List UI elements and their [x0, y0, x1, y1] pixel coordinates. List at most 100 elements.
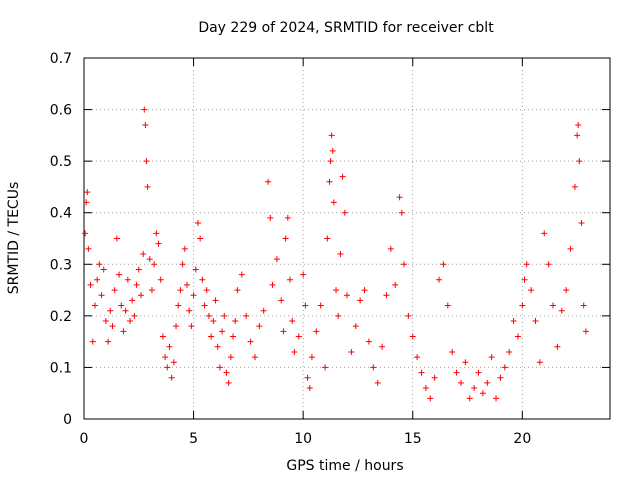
data-point: [295, 333, 302, 340]
data-point: [357, 297, 364, 304]
data-point: [243, 312, 250, 319]
data-point: [205, 312, 212, 319]
data-point: [506, 348, 513, 355]
data-point: [414, 354, 421, 361]
data-point: [335, 312, 342, 319]
data-point: [300, 271, 307, 278]
data-point: [173, 323, 180, 330]
data-point: [370, 364, 377, 371]
data-point: [422, 385, 429, 392]
x-tick-label: 15: [404, 431, 422, 447]
data-point: [140, 250, 147, 257]
data-point: [87, 281, 94, 288]
data-point: [392, 281, 399, 288]
data-point: [418, 369, 425, 376]
data-point: [387, 245, 394, 252]
data-point: [576, 158, 583, 165]
y-axis-label: SRMTID / TECUs: [6, 182, 22, 295]
data-point: [550, 302, 557, 309]
data-point: [153, 230, 160, 237]
data-point: [365, 338, 372, 345]
data-point: [306, 385, 313, 392]
data-point: [471, 385, 478, 392]
data-point: [558, 307, 565, 314]
data-point: [177, 287, 184, 294]
data-point: [528, 287, 535, 294]
data-point: [157, 276, 164, 283]
y-tick-label: 0.1: [50, 360, 72, 376]
data-point: [361, 287, 368, 294]
data-point: [308, 354, 315, 361]
data-point: [501, 364, 508, 371]
data-point: [322, 364, 329, 371]
data-point: [532, 318, 539, 325]
data-point: [109, 323, 116, 330]
data-point: [291, 348, 298, 355]
data-point: [330, 199, 337, 206]
data-point: [168, 374, 175, 381]
data-point: [521, 276, 528, 283]
y-tick-label: 0.3: [50, 257, 72, 273]
data-point: [317, 302, 324, 309]
data-point: [111, 287, 118, 294]
data-point: [536, 359, 543, 366]
data-point: [352, 323, 359, 330]
data-point: [462, 359, 469, 366]
data-point: [326, 178, 333, 185]
x-tick-label: 10: [294, 431, 312, 447]
data-point: [510, 318, 517, 325]
data-point: [398, 209, 405, 216]
data-point: [580, 302, 587, 309]
data-point: [313, 328, 320, 335]
data-point: [113, 235, 120, 242]
x-tick-label: 0: [80, 431, 89, 447]
data-point: [127, 318, 134, 325]
data-point: [328, 132, 335, 139]
data-point: [256, 323, 263, 330]
data-point: [582, 328, 589, 335]
y-tick-label: 0.7: [50, 51, 72, 67]
data-point: [278, 297, 285, 304]
data-point: [333, 287, 340, 294]
data-point: [409, 333, 416, 340]
data-point: [164, 364, 171, 371]
data-point: [91, 302, 98, 309]
data-point: [324, 235, 331, 242]
axis-ticks: 0 0.1 0.2 0.3 0.4 0.5 0.6 0.7 0 5 10 15 20: [50, 51, 610, 447]
data-point: [83, 199, 90, 206]
data-point: [84, 189, 91, 196]
data-point: [234, 287, 241, 294]
data-point: [405, 312, 412, 319]
data-point: [100, 266, 107, 273]
data-point: [449, 348, 456, 355]
data-point: [133, 281, 140, 288]
data-point: [466, 395, 473, 402]
data-point: [192, 266, 199, 273]
data-point: [287, 276, 294, 283]
data-point: [137, 292, 144, 299]
data-point: [484, 379, 491, 386]
data-point: [102, 318, 109, 325]
data-point: [179, 261, 186, 268]
data-point: [135, 266, 142, 273]
data-point: [304, 374, 311, 381]
data-point: [374, 379, 381, 386]
data-point: [475, 369, 482, 376]
data-point: [339, 173, 346, 180]
data-point: [216, 364, 223, 371]
data-point: [122, 307, 129, 314]
data-point: [232, 318, 239, 325]
data-point: [225, 379, 232, 386]
data-point: [571, 183, 578, 190]
data-point: [238, 271, 245, 278]
data-point: [251, 354, 258, 361]
data-point: [175, 302, 182, 309]
data-point: [554, 343, 561, 350]
data-point: [563, 287, 570, 294]
data-point: [282, 235, 289, 242]
data-point: [497, 374, 504, 381]
data-point: [327, 158, 334, 165]
data-point: [431, 374, 438, 381]
data-point: [427, 395, 434, 402]
grid-lines: [84, 58, 610, 419]
